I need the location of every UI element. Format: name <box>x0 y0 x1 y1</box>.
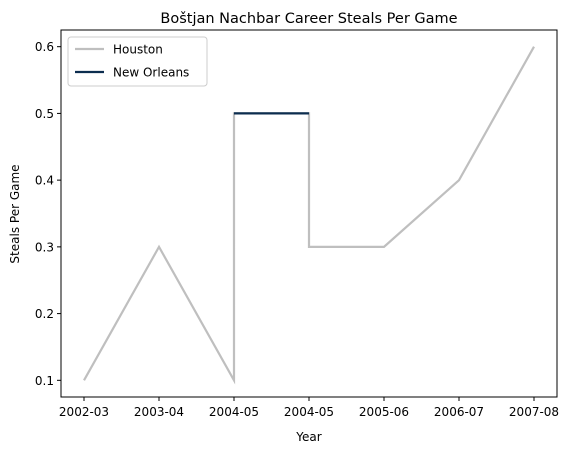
x-tick-label: 2004-05 <box>284 405 334 419</box>
x-tick-label: 2003-04 <box>134 405 184 419</box>
y-tick-label: 0.2 <box>35 307 54 321</box>
x-tick-label: 2004-05 <box>209 405 259 419</box>
y-tick-label: 0.6 <box>35 40 54 54</box>
x-axis: 2002-03 2003-04 2004-05 2004-05 2005-06 2006-… <box>59 397 559 419</box>
legend-label-new-orleans: New Orleans <box>113 66 189 80</box>
x-tick-label: 2006-07 <box>434 405 484 419</box>
chart-title: Boštjan Nachbar Career Steals Per Game <box>160 11 457 27</box>
series-line-houston <box>83 46 535 385</box>
y-tick-label: 0.5 <box>35 107 54 121</box>
legend-label-houston: Houston <box>113 43 163 57</box>
legend: Houston New Orleans <box>67 36 208 87</box>
x-tick-label: 2002-03 <box>59 405 109 419</box>
y-tick-label: 0.1 <box>35 374 54 388</box>
y-tick-label: 0.3 <box>35 240 54 254</box>
series-layer <box>83 46 535 385</box>
y-axis-label: Steals Per Game <box>8 164 22 263</box>
x-tick-label: 2005-06 <box>359 405 409 419</box>
y-tick-label: 0.4 <box>35 174 54 188</box>
x-axis-label: Year <box>295 430 321 444</box>
x-tick-label: 2007-08 <box>509 405 559 419</box>
y-axis: 0.1 0.2 0.3 0.4 0.5 0.6 <box>35 40 61 388</box>
